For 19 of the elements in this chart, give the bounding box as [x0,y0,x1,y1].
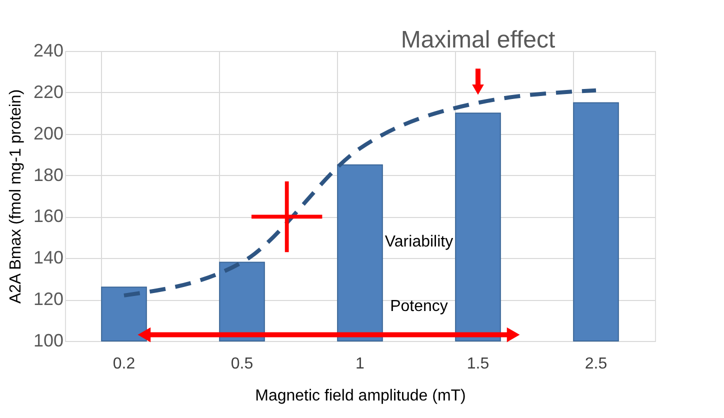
x-tick-label: 0.5 [230,356,254,372]
y-tick-label: 200 [33,123,64,144]
y-axis-title: A2A Bmax (fmol mg-1 protein) [7,89,24,304]
y-tick-label: 240 [33,40,64,60]
y-tick-label: 140 [33,248,64,268]
y-tick-label: 180 [33,164,64,185]
annotation: Variability [384,234,454,251]
x-tick-label: 0.2 [112,356,136,372]
y-tick-label: 220 [33,82,64,102]
annotation: Maximal effect [400,26,556,54]
y-tick-label: 100 [33,330,64,350]
y-tick-label: 160 [33,206,64,226]
x-axis-title: Magnetic field amplitude (mT) [255,388,466,404]
x-tick-label: 1 [356,356,365,372]
y-tick-label: 120 [33,289,64,310]
annotation: Potency [390,298,448,315]
x-tick-label: 1.5 [466,356,490,372]
x-tick-label: 2.5 [584,356,608,372]
line-series [122,88,598,298]
